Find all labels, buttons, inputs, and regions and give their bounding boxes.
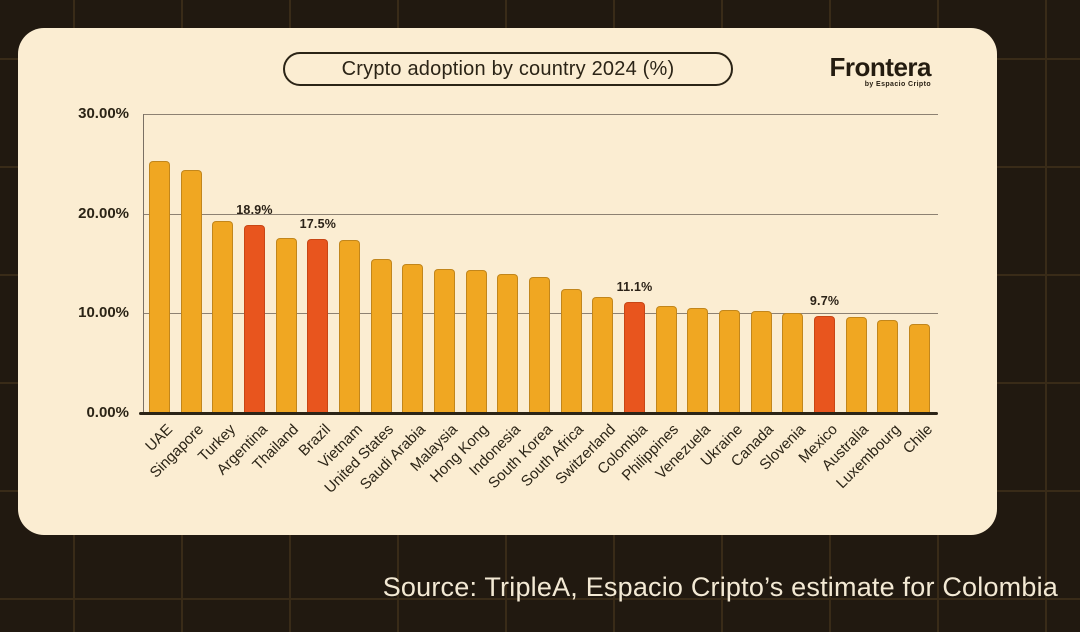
bar-saudi-arabia <box>402 263 424 413</box>
bar-south-korea <box>529 277 551 413</box>
bar-venezuela <box>687 308 709 413</box>
bar-chile <box>909 324 931 413</box>
bar-canada <box>750 311 772 413</box>
bar-vietnam <box>339 239 361 413</box>
bar-slovenia <box>782 313 804 413</box>
bar-chart-plot-area: 18.9% 17.5% 11.1% 9.7% <box>143 114 938 413</box>
bar-uae <box>149 160 170 413</box>
bar-united-states <box>370 258 392 413</box>
x-axis-line <box>139 412 938 415</box>
bar-switzerland <box>592 297 614 413</box>
source-attribution: Source: TripleA, Espacio Cripto’s estima… <box>382 572 1058 602</box>
bar-malaysia <box>434 269 456 413</box>
bar-brazil <box>307 238 329 413</box>
y-tick-label: 30.00% <box>78 105 129 122</box>
bar-thailand <box>275 237 297 413</box>
bar-value-label: 17.5% <box>299 216 337 231</box>
brand-logo: Frontera by Espacio Cripto <box>829 52 932 89</box>
brand-name: Frontera <box>829 52 932 82</box>
y-tick-label: 0.00% <box>86 404 129 421</box>
bar-colombia <box>624 302 646 413</box>
gridline-20 <box>143 213 938 215</box>
bar-mexico <box>814 316 836 413</box>
chart-title-pill: Crypto adoption by country 2024 (%) <box>283 52 733 86</box>
bar-argentina <box>244 224 265 413</box>
bar-hong-kong <box>465 270 487 413</box>
bar-ukraine <box>719 310 741 413</box>
chart-title: Crypto adoption by country 2024 (%) <box>341 57 675 80</box>
bar-south-africa <box>560 289 582 413</box>
gridline-30 <box>143 114 938 115</box>
brand-tagline: by Espacio Cripto <box>864 81 931 89</box>
bar-luxembourg <box>877 320 899 413</box>
y-tick-label: 20.00% <box>78 204 129 222</box>
bar-australia <box>845 317 867 413</box>
bar-value-label: 11.1% <box>616 280 653 295</box>
bar-singapore <box>180 169 202 413</box>
bar-indonesia <box>497 274 519 413</box>
bar-turkey <box>212 220 234 413</box>
y-tick-label: 10.00% <box>78 304 129 322</box>
y-axis-line <box>143 114 144 413</box>
bar-value-label: 9.7% <box>809 294 840 309</box>
bar-value-label: 18.9% <box>236 202 273 217</box>
bar-philippines <box>655 306 677 413</box>
chart-card: Crypto adoption by country 2024 (%) Fron… <box>18 28 997 535</box>
